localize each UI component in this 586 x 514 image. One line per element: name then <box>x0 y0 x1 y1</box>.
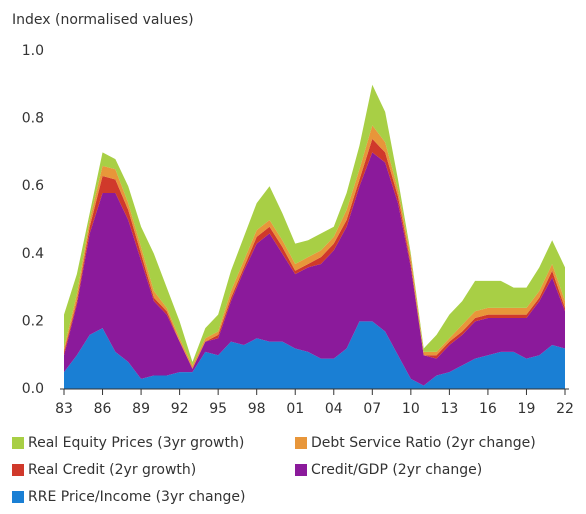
x-tick-label: 16 <box>479 401 497 417</box>
y-tick-label: 1.0 <box>22 43 44 59</box>
x-tick-label: 86 <box>94 401 112 417</box>
y-tick-label: 0.4 <box>22 246 44 262</box>
legend-swatch <box>12 464 24 476</box>
legend-swatch <box>12 491 24 503</box>
legend-label: RRE Price/Income (3yr change) <box>28 489 245 505</box>
x-tick-label: 01 <box>286 401 304 417</box>
x-tick-label: 22 <box>556 401 574 417</box>
x-tick-label: 98 <box>248 401 266 417</box>
y-axis-label: Index (normalised values) <box>12 12 194 28</box>
legend-swatch <box>295 464 307 476</box>
x-tick-label: 89 <box>132 401 150 417</box>
legend-label: Real Equity Prices (3yr growth) <box>28 435 244 451</box>
x-tick-label: 13 <box>440 401 458 417</box>
x-tick-label: 19 <box>518 401 536 417</box>
x-tick-label: 95 <box>209 401 227 417</box>
legend-label: Credit/GDP (2yr change) <box>311 462 482 478</box>
x-tick-label: 04 <box>325 401 343 417</box>
x-tick-label: 92 <box>171 401 189 417</box>
legend-swatch <box>295 437 307 449</box>
y-tick-label: 0.6 <box>22 178 44 194</box>
x-tick-label: 83 <box>55 401 73 417</box>
y-tick-label: 0.0 <box>22 381 44 397</box>
x-tick-label: 07 <box>363 401 381 417</box>
x-tick-label: 10 <box>402 401 420 417</box>
legend-label: Debt Service Ratio (2yr change) <box>311 435 536 451</box>
area <box>64 152 565 386</box>
legend-label: Real Credit (2yr growth) <box>28 462 196 478</box>
y-tick-label: 0.2 <box>22 313 44 329</box>
legend-swatch <box>12 437 24 449</box>
y-tick-label: 0.8 <box>22 111 44 127</box>
